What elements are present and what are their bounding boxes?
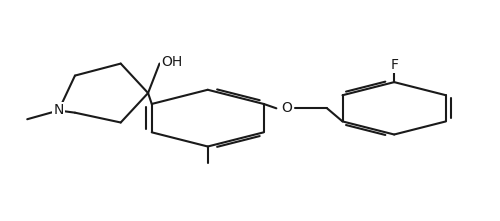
Text: O: O xyxy=(281,101,291,115)
Text: N: N xyxy=(54,103,64,118)
Text: F: F xyxy=(390,58,398,72)
Text: OH: OH xyxy=(162,55,182,69)
